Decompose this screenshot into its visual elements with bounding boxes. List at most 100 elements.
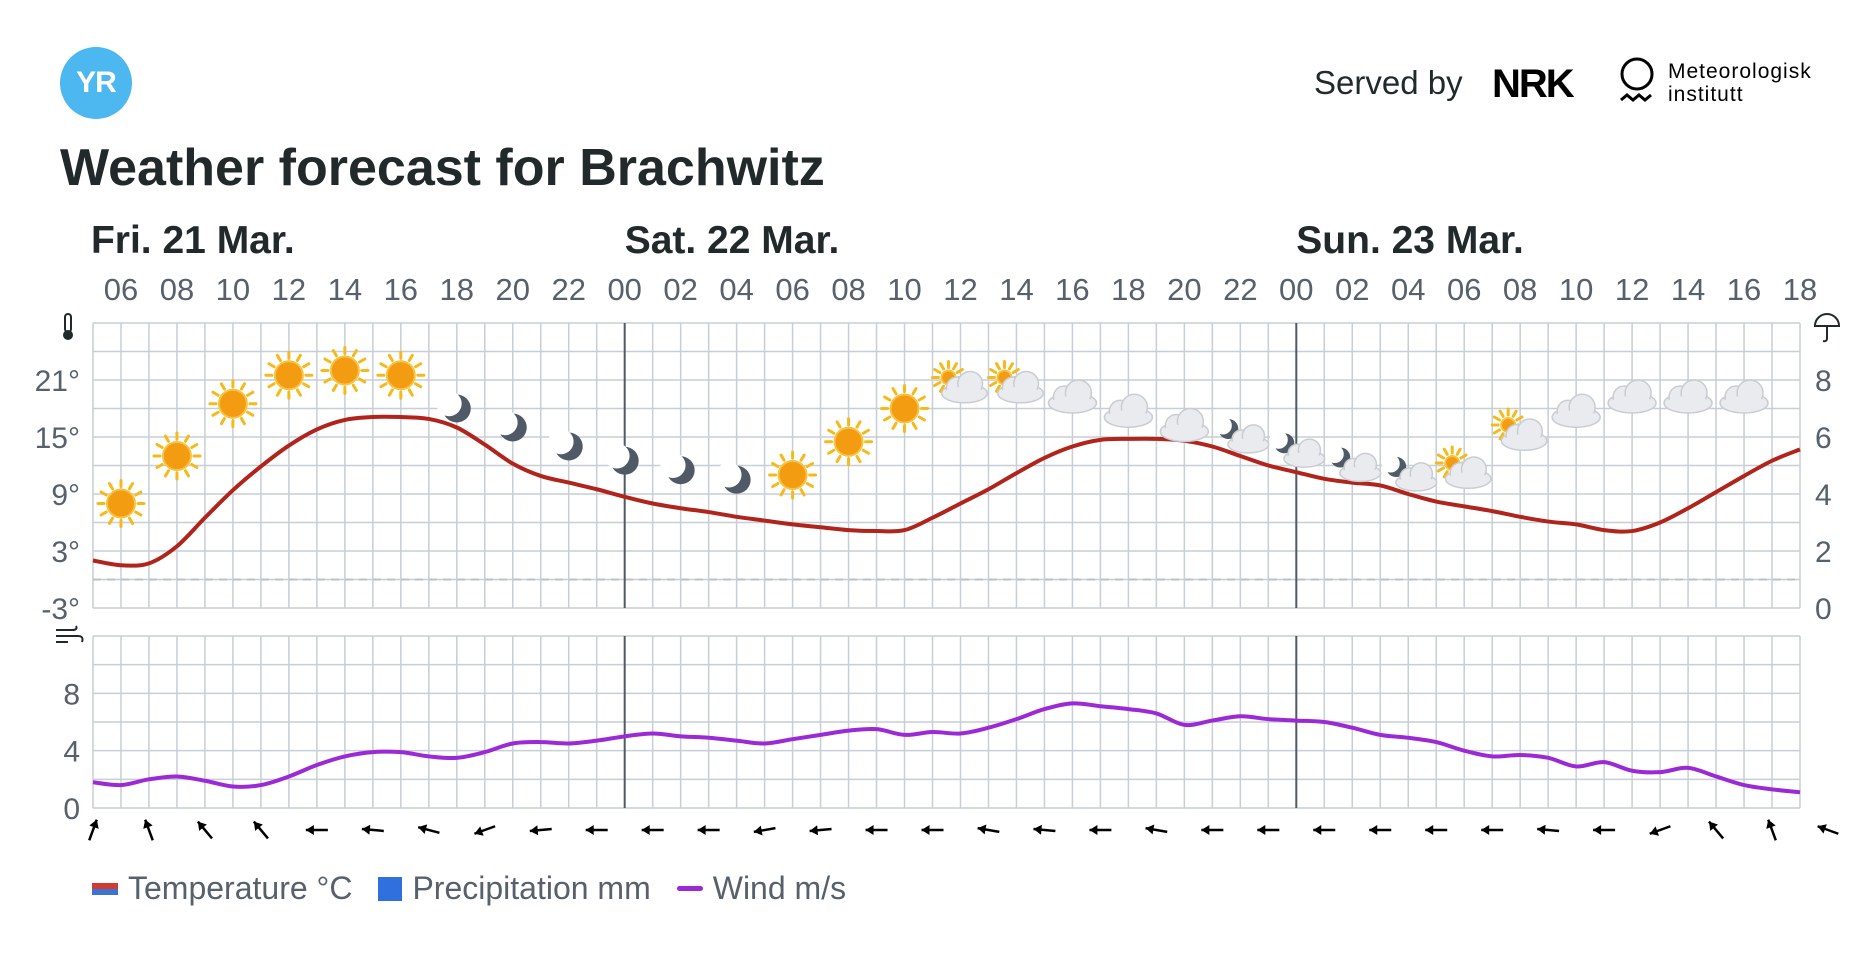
wind-direction-arrow bbox=[474, 825, 496, 836]
wind-direction-arrow bbox=[641, 825, 664, 835]
sun-icon bbox=[264, 350, 314, 400]
sun-disc bbox=[161, 441, 192, 471]
wind-direction-arrow bbox=[921, 825, 944, 835]
sun-ray bbox=[246, 390, 255, 397]
hour-tick-label: 10 bbox=[887, 272, 921, 307]
wind-direction-arrow bbox=[417, 824, 440, 835]
arrow-head bbox=[474, 826, 484, 836]
sun-ray bbox=[295, 353, 302, 363]
arrow-head bbox=[1817, 824, 1827, 834]
sun-ray bbox=[323, 357, 332, 364]
moon-icon bbox=[660, 452, 695, 485]
wind-line bbox=[92, 701, 1801, 795]
sun-ray bbox=[938, 362, 945, 371]
wind-direction-arrow bbox=[753, 825, 776, 836]
sun-ray bbox=[799, 488, 806, 497]
sun-icon bbox=[768, 450, 818, 500]
sun-ray bbox=[911, 387, 918, 396]
hour-tick-label: 12 bbox=[1615, 272, 1649, 307]
sun-disc bbox=[833, 426, 864, 457]
hour-tick-label: 06 bbox=[1447, 272, 1481, 307]
sun-disc bbox=[273, 360, 304, 391]
wind-direction-arrow bbox=[305, 825, 328, 835]
sun-ray bbox=[107, 482, 114, 491]
legend-precipitation-swatch bbox=[378, 876, 403, 901]
sun-icon bbox=[824, 417, 874, 467]
wind-direction-arrow bbox=[1145, 824, 1168, 835]
sun-ray bbox=[183, 469, 190, 478]
sun-ray bbox=[805, 482, 815, 488]
sun-ray bbox=[1459, 453, 1468, 460]
legend-precipitation-label: Precipitation mm bbox=[412, 870, 651, 906]
sun-ray bbox=[323, 377, 332, 384]
moon-icon bbox=[604, 443, 639, 475]
cloud-part bbox=[1162, 424, 1207, 441]
arrow-head bbox=[921, 825, 930, 835]
hour-tick-label: 20 bbox=[1167, 272, 1201, 307]
wind-direction-arrow bbox=[1369, 825, 1392, 835]
sun-ray bbox=[183, 434, 190, 443]
hour-tick-label: 14 bbox=[1671, 272, 1705, 307]
sun-ray bbox=[771, 462, 780, 468]
sun-ray bbox=[246, 410, 255, 417]
sun-ray bbox=[1455, 447, 1462, 456]
arrow-head bbox=[585, 825, 594, 835]
cloud-part bbox=[1285, 452, 1323, 467]
wind-axis-label: 4 bbox=[63, 736, 80, 769]
weather-symbols bbox=[96, 346, 1769, 528]
arrow-head bbox=[1649, 826, 1659, 836]
sun-ray bbox=[190, 463, 199, 469]
sun-ray bbox=[917, 415, 926, 422]
hour-tick-label: 10 bbox=[216, 272, 250, 307]
sun-disc bbox=[889, 393, 920, 424]
arrow-head bbox=[361, 824, 371, 835]
precipitation-axis-label: 0 bbox=[1815, 593, 1832, 626]
cloud-icon bbox=[1047, 379, 1098, 414]
arrow-head bbox=[1313, 825, 1322, 835]
wind-direction-arrow bbox=[1649, 825, 1671, 836]
sun-ray bbox=[219, 382, 226, 391]
sun-icon bbox=[880, 384, 930, 433]
arrow-head bbox=[697, 825, 706, 835]
sun-ray bbox=[190, 443, 199, 449]
legend-temperature-label: Temperature °C bbox=[128, 870, 353, 906]
hour-tick-label: 18 bbox=[440, 272, 474, 307]
sun-ray bbox=[99, 490, 108, 497]
sun-ray bbox=[855, 454, 862, 464]
cloud-part bbox=[1722, 396, 1767, 412]
cloud-part bbox=[1229, 438, 1268, 453]
sun-ray bbox=[275, 388, 282, 397]
wind-direction-arrow bbox=[809, 825, 832, 836]
arrow-head bbox=[529, 825, 539, 836]
wind-direction-arrow bbox=[865, 825, 888, 835]
moon-shadow bbox=[1269, 430, 1288, 449]
partly-cloudy-day-icon bbox=[1434, 445, 1492, 490]
arrow-head bbox=[1369, 825, 1378, 835]
wind-direction-arrow bbox=[529, 825, 552, 836]
moon-shadow bbox=[660, 452, 686, 478]
sun-disc bbox=[329, 355, 360, 386]
sun-icon bbox=[376, 350, 426, 400]
sun-ray bbox=[989, 368, 998, 374]
partly-cloudy-night-icon bbox=[1269, 430, 1326, 468]
sun-ray bbox=[331, 383, 338, 392]
sun-ray bbox=[302, 362, 311, 369]
hour-tick-label: 06 bbox=[775, 272, 809, 307]
arrow-head bbox=[1257, 825, 1266, 835]
sun-disc bbox=[777, 460, 808, 490]
sun-disc bbox=[385, 360, 416, 391]
sun-ray bbox=[99, 510, 108, 517]
hour-tick-label: 14 bbox=[328, 272, 362, 307]
legend-item-wind: Wind m/s bbox=[676, 870, 846, 907]
sun-ray bbox=[1436, 466, 1446, 473]
moon-icon bbox=[492, 410, 527, 442]
sun-ray bbox=[414, 382, 423, 389]
sun-ray bbox=[379, 362, 388, 369]
arrow-head bbox=[1089, 825, 1098, 835]
sun-ray bbox=[771, 482, 780, 488]
arrow-head bbox=[809, 825, 819, 836]
arrow-head bbox=[418, 824, 428, 835]
sun-ray bbox=[933, 368, 942, 374]
sun-ray bbox=[211, 410, 220, 417]
wind-direction-arrow bbox=[1313, 825, 1336, 835]
